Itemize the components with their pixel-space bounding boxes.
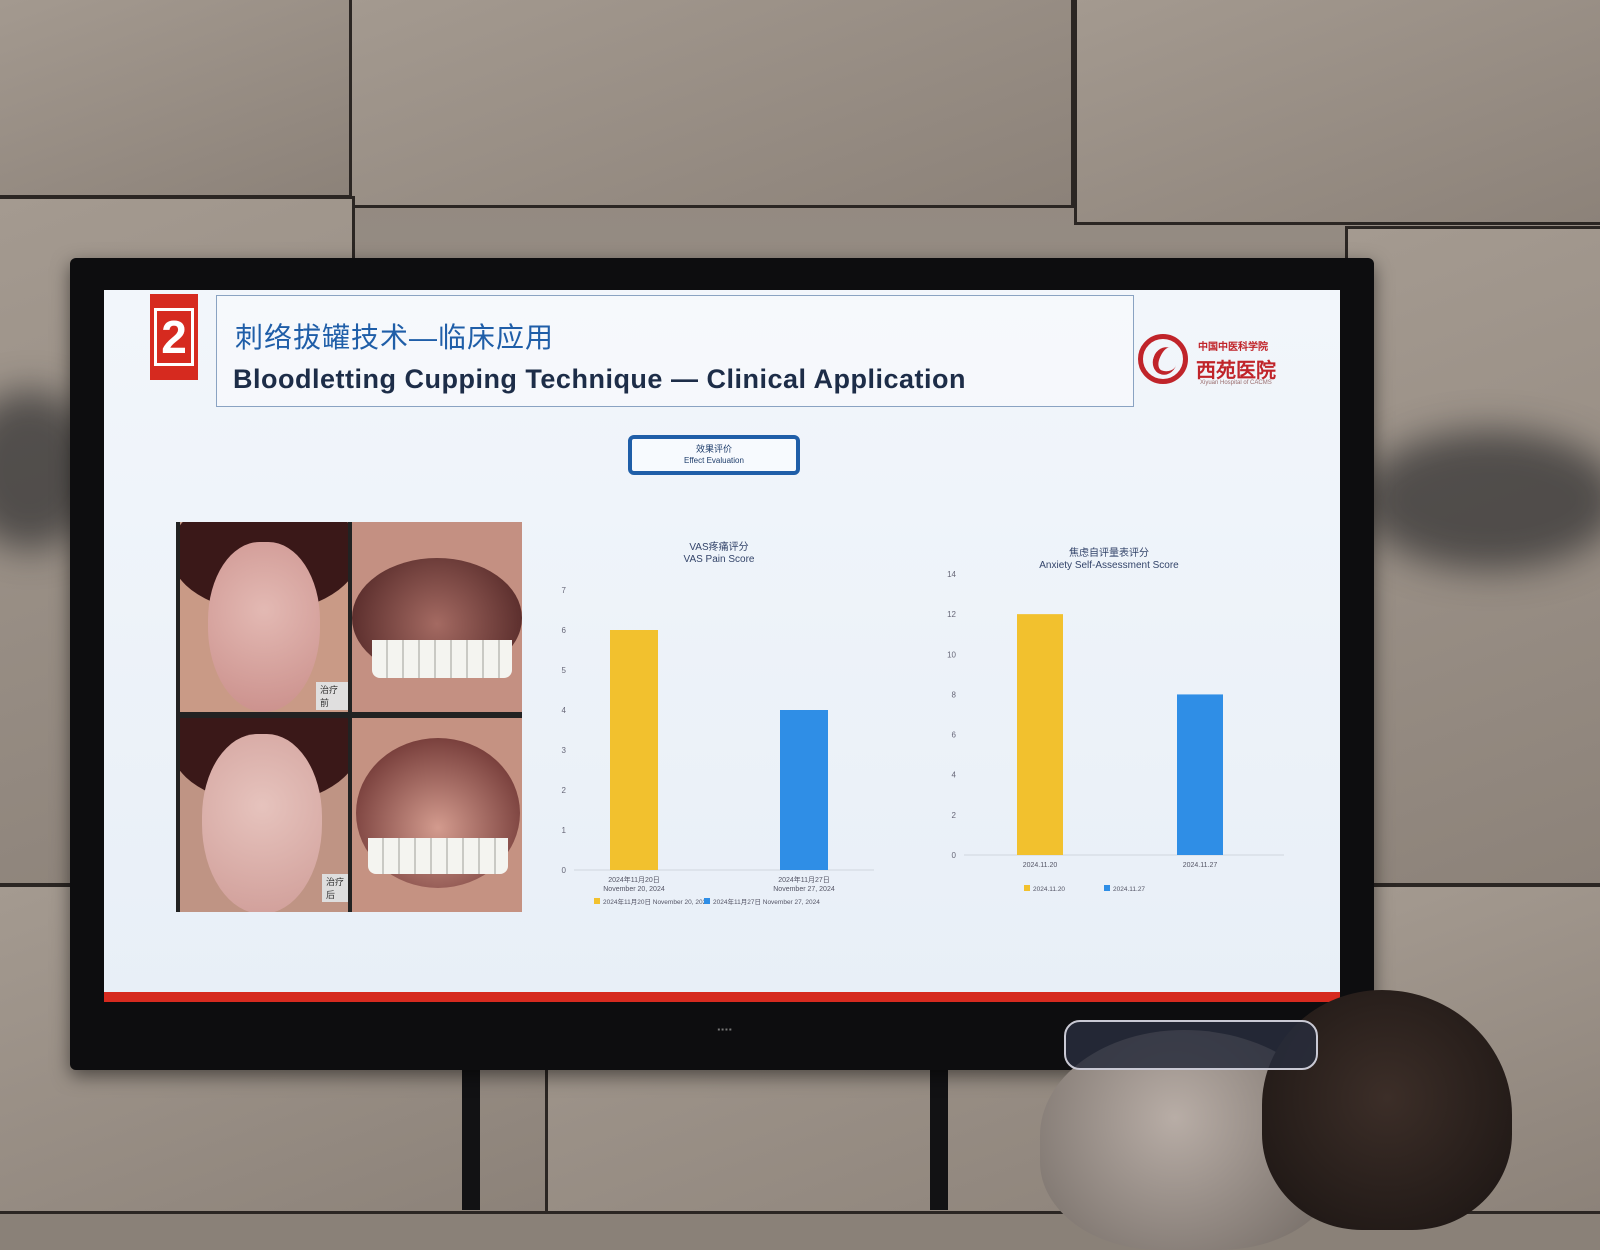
slide-title-chinese: 刺络拔罐技术—临床应用 xyxy=(235,322,555,353)
section-number-badge: 2 xyxy=(150,294,198,380)
photo-teeth-after xyxy=(352,718,522,912)
chart-svg: 0 1 2 3 4 5 6 7 2024年11月20日 November 20, 2024 2024… xyxy=(562,586,874,906)
chart-subtitle: Anxiety Self-Assessment Score xyxy=(1039,560,1179,571)
anxiety-score-chart: 焦虑自评量表评分 Anxiety Self-Assessment Score 0… xyxy=(924,530,1294,930)
y-tick-label: 4 xyxy=(562,706,567,715)
photo-tongue-after: 治疗后 xyxy=(180,718,348,912)
effect-evaluation-label: 效果评价 Effect Evaluation xyxy=(628,435,800,475)
y-tick-label: 7 xyxy=(562,586,567,595)
legend-swatch xyxy=(1024,885,1030,891)
tongue xyxy=(208,542,320,712)
title-box: 刺络拔罐技术—临床应用 Bloodletting Cupping Techniq… xyxy=(216,295,1134,407)
x-tick-label: 2024.11.20 xyxy=(1023,862,1058,869)
y-tick-label: 2 xyxy=(562,786,567,795)
tv-brand-logo: ▪▪▪▪ xyxy=(717,1025,733,1034)
photo-tongue-before: 治疗前 xyxy=(180,522,348,712)
sunglasses-on-head xyxy=(1064,1020,1318,1070)
vas-pain-score-chart: VAS疼痛评分 VAS Pain Score 0 1 2 3 4 5 6 7 2024年11月2… xyxy=(534,530,904,930)
clinical-photos: 治疗前 治疗后 xyxy=(176,522,522,912)
legend-label: 2024.11.20 xyxy=(1033,886,1065,893)
tv-stand-leg xyxy=(930,1060,948,1210)
bar xyxy=(610,630,658,870)
y-tick-label: 10 xyxy=(947,650,956,659)
x-tick-label: 2024年11月20日 xyxy=(608,875,660,884)
tongue xyxy=(202,734,322,912)
legend-swatch xyxy=(704,898,710,904)
hospital-emblem-icon xyxy=(1138,334,1188,384)
photo-teeth-before xyxy=(352,522,522,712)
hospital-logo: 中国中医科学院 西苑医院 Xiyuan Hospital of CACMS xyxy=(1138,324,1298,394)
chart-title: 焦虑自评量表评分 xyxy=(1069,548,1149,559)
y-tick-label: 5 xyxy=(562,666,567,675)
presentation-slide: 2 刺络拔罐技术—临床应用 Bloodletting Cupping Techn… xyxy=(104,290,1340,1002)
chart-svg: 0 2 4 6 8 10 12 14 2024.11.20 2024.11.27 2024.11.2… xyxy=(947,570,1284,893)
bar xyxy=(1177,694,1223,855)
teeth xyxy=(372,640,512,678)
y-tick-label: 3 xyxy=(562,746,567,755)
logo-line-3: Xiyuan Hospital of CACMS xyxy=(1200,380,1272,386)
bar xyxy=(1017,614,1063,855)
y-tick-label: 0 xyxy=(562,866,567,875)
logo-line-1: 中国中医科学院 xyxy=(1198,342,1268,353)
wall-panel xyxy=(0,0,355,198)
effect-evaluation-en: Effect Evaluation xyxy=(684,456,744,465)
legend-label: 2024.11.27 xyxy=(1113,886,1145,893)
slide-accent-bar xyxy=(104,992,1340,1002)
section-number: 2 xyxy=(154,308,194,366)
photo-caption-before: 治疗前 xyxy=(316,682,348,710)
wall-panel xyxy=(349,0,1074,208)
bar xyxy=(780,710,828,870)
legend-swatch xyxy=(1104,885,1110,891)
tv-stand-leg xyxy=(462,1060,480,1210)
slide-title-english: Bloodletting Cupping Technique — Clinica… xyxy=(233,364,966,394)
y-tick-label: 2 xyxy=(952,811,957,820)
x-tick-label: 2024年11月27日 xyxy=(778,875,830,884)
y-tick-label: 1 xyxy=(562,826,567,835)
wall-panel xyxy=(1074,0,1600,225)
y-tick-label: 6 xyxy=(952,731,957,740)
chart-subtitle: VAS Pain Score xyxy=(683,554,755,565)
y-tick-label: 14 xyxy=(947,570,956,579)
y-tick-label: 0 xyxy=(952,851,957,860)
y-tick-label: 8 xyxy=(952,690,957,699)
x-tick-label: 2024.11.27 xyxy=(1183,862,1218,869)
photo-caption-after: 治疗后 xyxy=(322,874,348,902)
legend-label: 2024年11月27日 November 27, 2024 xyxy=(713,897,820,906)
y-tick-label: 4 xyxy=(952,771,957,780)
teeth xyxy=(368,838,508,874)
x-tick-label: November 20, 2024 xyxy=(603,886,665,893)
y-tick-label: 6 xyxy=(562,626,567,635)
wall-shadow xyxy=(1360,430,1600,570)
y-tick-label: 12 xyxy=(947,610,956,619)
legend-label: 2024年11月20日 November 20, 2024 xyxy=(603,897,710,906)
logo-line-2: 西苑医院 xyxy=(1196,358,1276,382)
chart-title: VAS疼痛评分 xyxy=(689,542,749,553)
effect-evaluation-cn: 效果评价 xyxy=(695,444,732,454)
legend-swatch xyxy=(594,898,600,904)
x-tick-label: November 27, 2024 xyxy=(773,886,835,893)
